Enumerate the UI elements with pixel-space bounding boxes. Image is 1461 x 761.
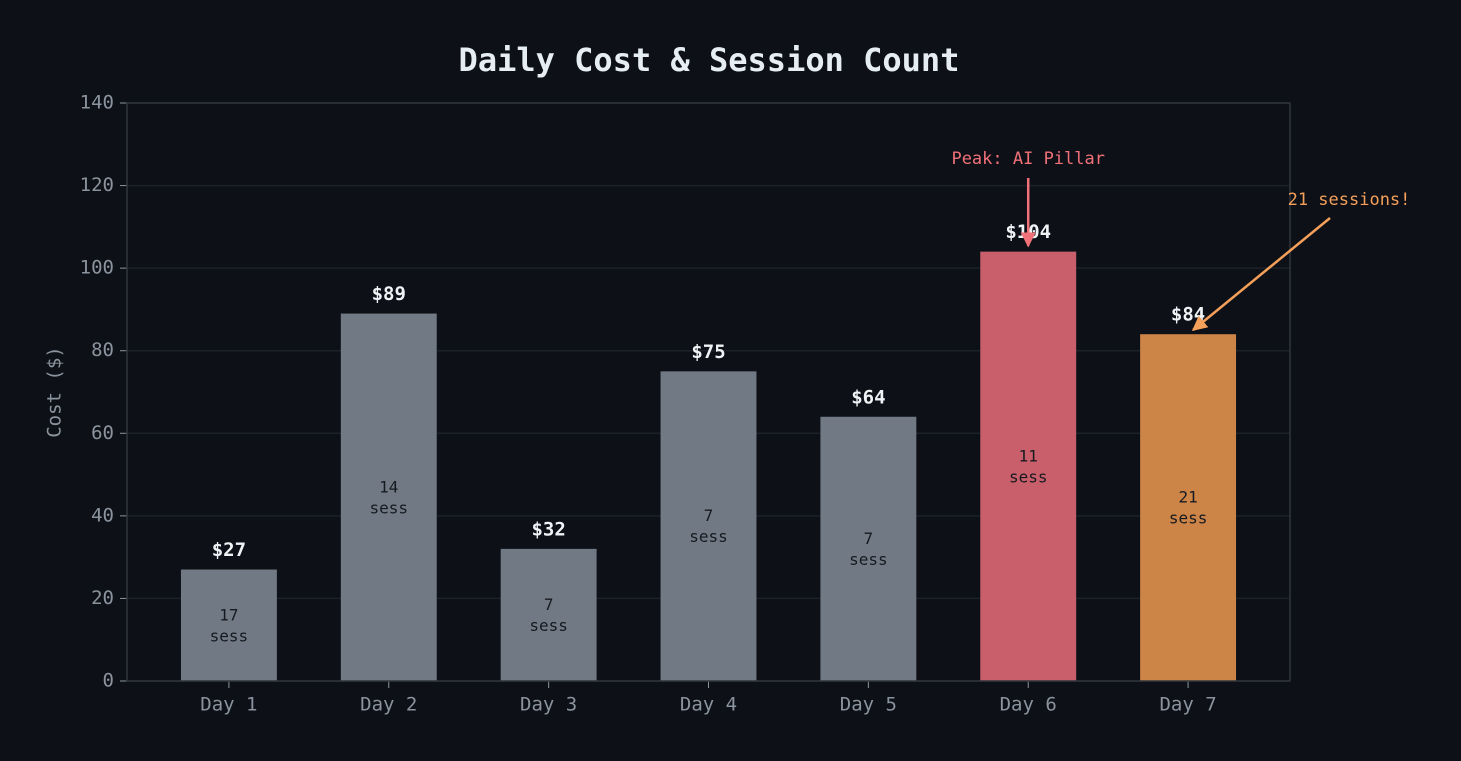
session-count: 14 [379, 477, 398, 496]
session-count: 17 [219, 605, 238, 624]
annotation: 21 sessions! [1288, 190, 1411, 210]
y-tick-label: 20 [91, 587, 114, 609]
session-unit: sess [370, 498, 409, 517]
session-unit: sess [529, 615, 568, 634]
session-count: 11 [1019, 446, 1038, 465]
session-unit: sess [1009, 467, 1048, 486]
x-tick-label: Day 2 [360, 694, 417, 716]
bar [340, 313, 437, 681]
x-tick-label: Day 7 [1159, 694, 1216, 716]
session-label: 7 sess [849, 528, 888, 568]
x-tick-label: Day 5 [840, 694, 897, 716]
y-tick-label: 60 [91, 422, 114, 444]
session-unit: sess [210, 626, 249, 645]
y-tick-label: 40 [91, 504, 114, 526]
session-label: 14 sess [370, 477, 409, 517]
x-tick-label: Day 6 [1000, 694, 1057, 716]
y-tick-label: 120 [80, 174, 114, 196]
value-label: $84 [1171, 304, 1205, 326]
value-label: $27 [212, 539, 246, 561]
y-tick-label: 140 [80, 92, 114, 114]
value-label: $75 [691, 341, 725, 363]
annotation: Peak: AI Pillar [951, 149, 1105, 169]
x-tick-label: Day 4 [680, 694, 737, 716]
value-label: $32 [531, 518, 565, 540]
session-label: 7 sess [529, 594, 568, 634]
bar [1140, 334, 1237, 681]
session-label: 11 sess [1009, 446, 1048, 486]
value-label: $89 [372, 283, 406, 305]
session-unit: sess [1169, 508, 1208, 527]
value-label: $64 [851, 386, 885, 408]
session-unit: sess [689, 527, 728, 546]
y-tick-label: 80 [91, 339, 114, 361]
session-count: 7 [704, 506, 714, 525]
x-tick-label: Day 1 [200, 694, 257, 716]
plot-frame [126, 102, 1291, 682]
session-count: 7 [864, 528, 874, 547]
y-axis-label: Cost ($) [44, 346, 66, 438]
bar [980, 251, 1077, 681]
session-unit: sess [849, 549, 888, 568]
bar [660, 371, 757, 681]
annotation-arrow [1191, 217, 1331, 331]
chart-title: Daily Cost & Session Count [459, 41, 960, 79]
session-label: 17 sess [210, 605, 249, 645]
bar [500, 548, 597, 681]
bar [180, 569, 277, 681]
y-tick-label: 100 [80, 257, 114, 279]
session-label: 21 sess [1169, 487, 1208, 527]
bar [820, 416, 917, 681]
session-count: 21 [1178, 487, 1197, 506]
x-tick-label: Day 3 [520, 694, 577, 716]
session-label: 7 sess [689, 506, 728, 546]
y-tick-label: 0 [103, 670, 114, 692]
session-count: 7 [544, 594, 554, 613]
